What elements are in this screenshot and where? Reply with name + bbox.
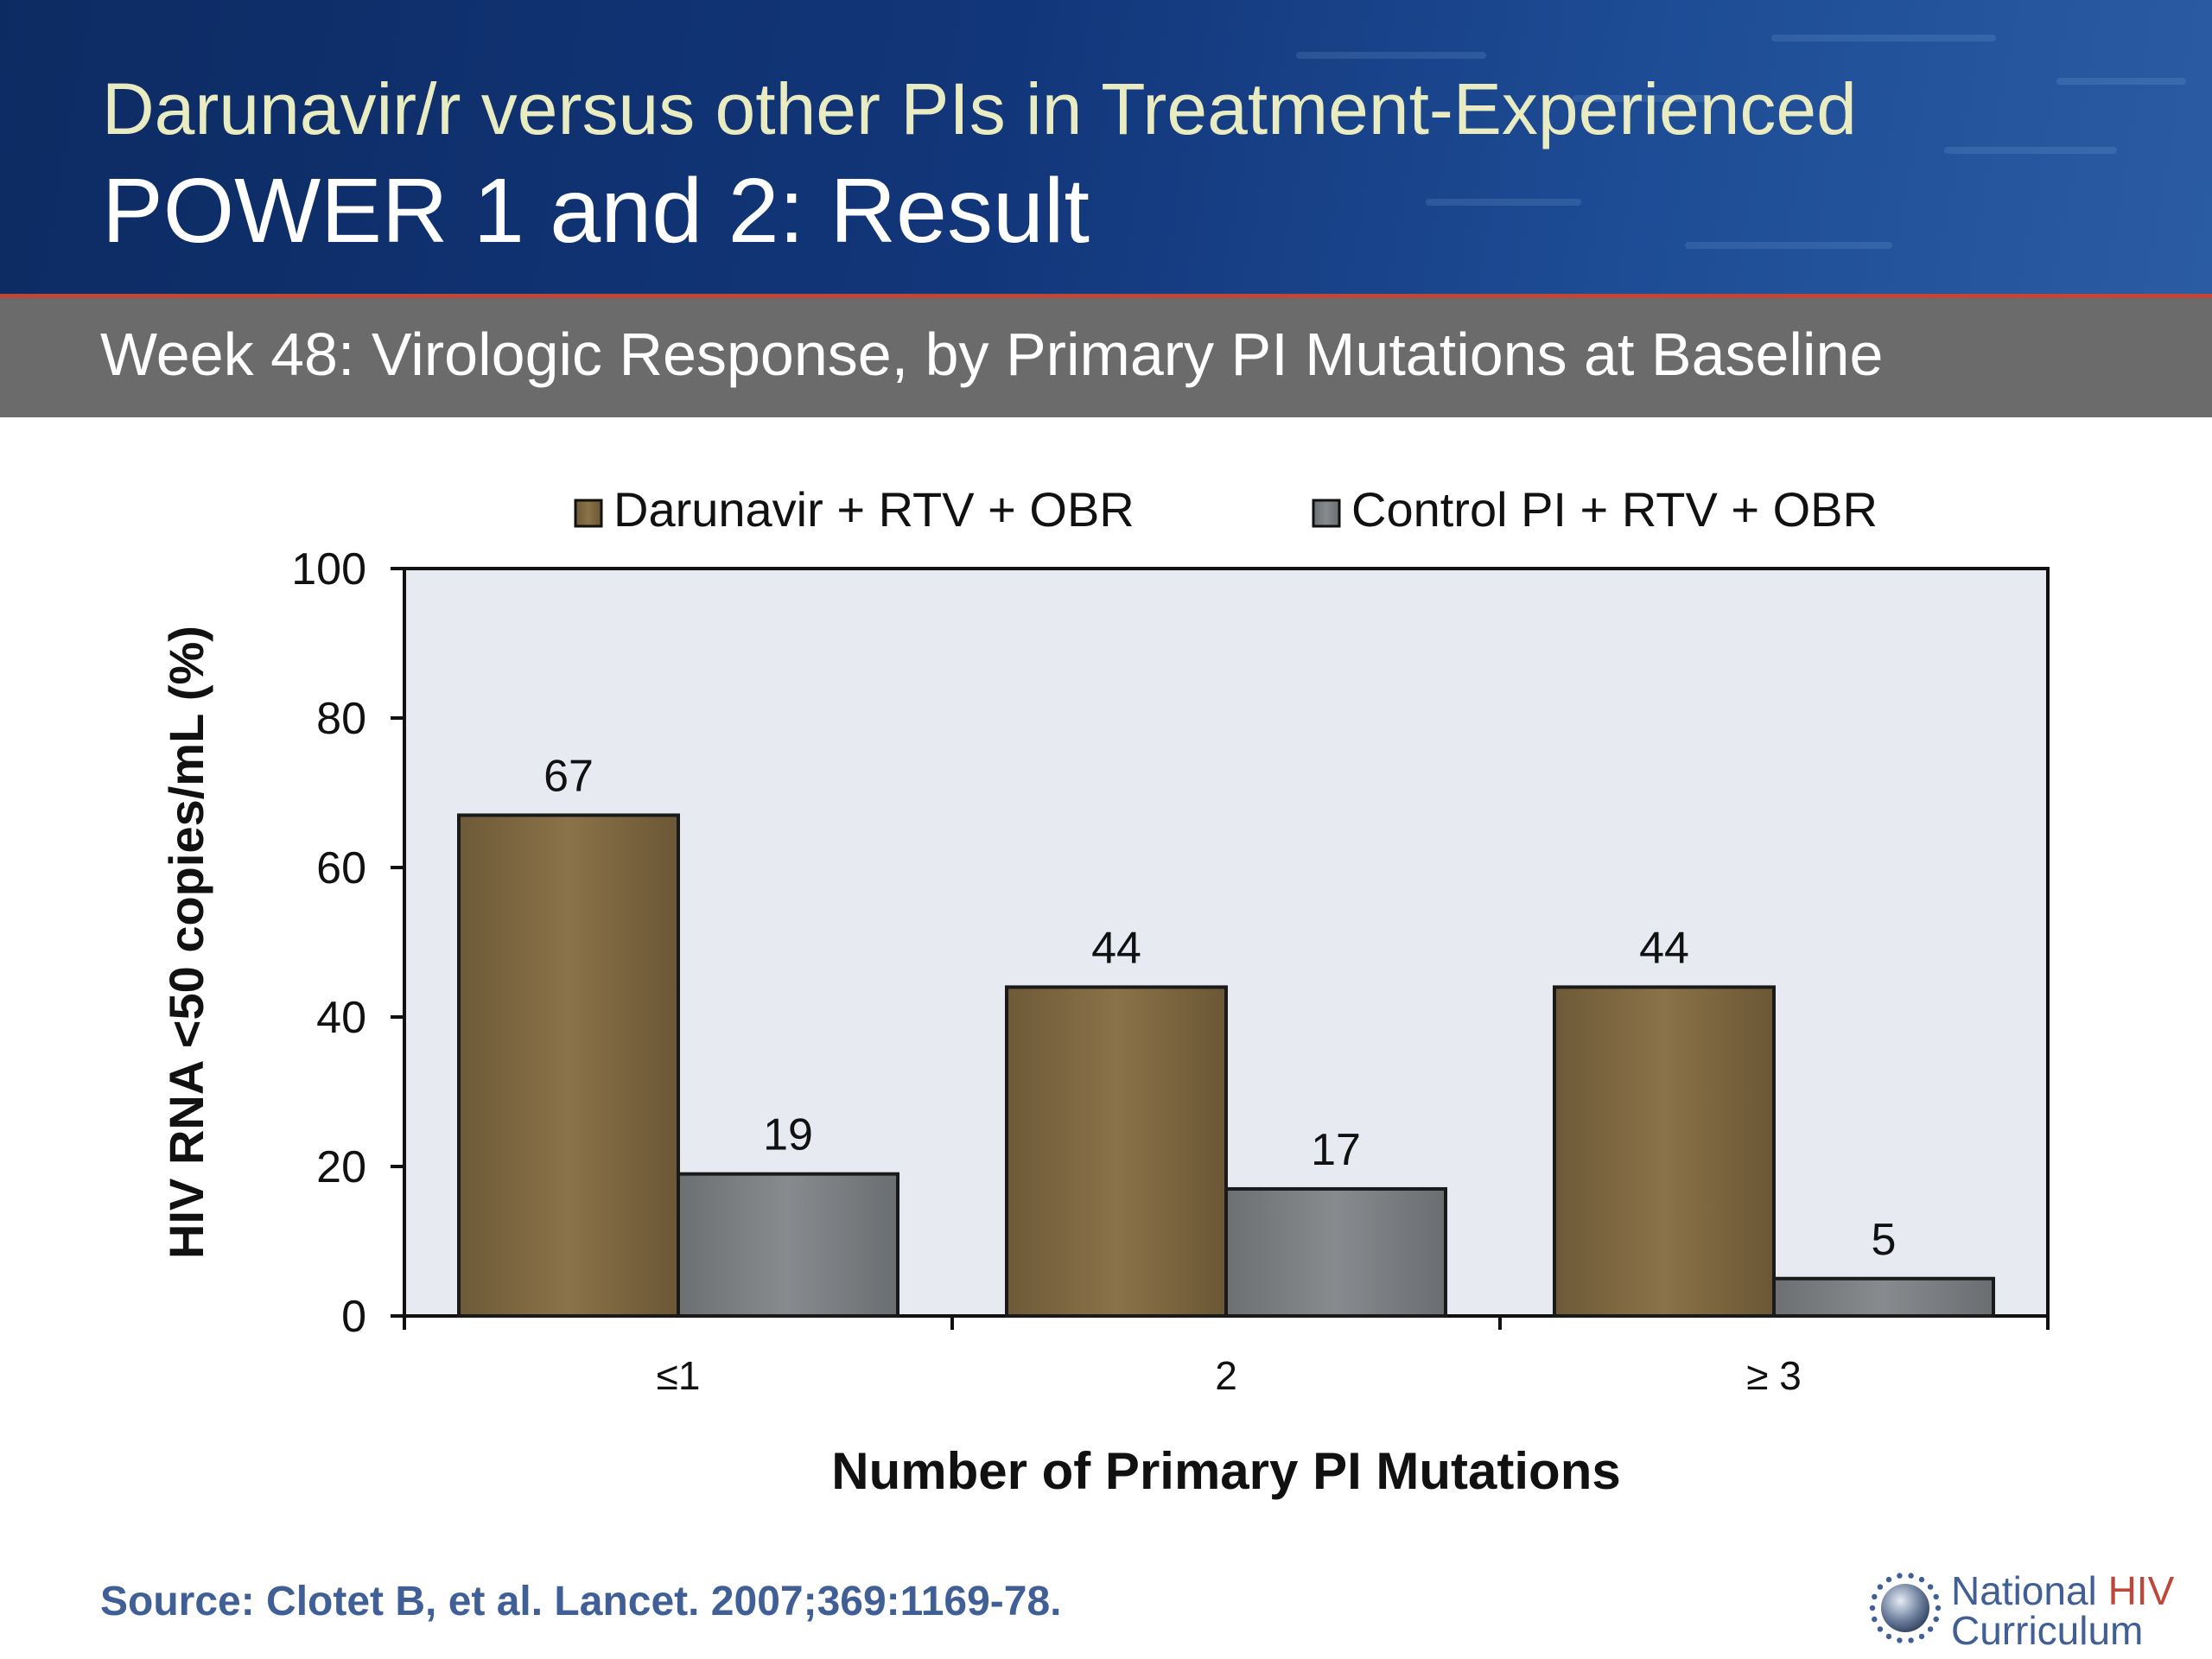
data-label: 5 <box>1872 1215 1897 1265</box>
source-citation: Source: Clotet B, et al. Lancet. 2007;36… <box>100 1579 1062 1624</box>
y-tick-label: 20 <box>316 1142 366 1192</box>
legend-label: Control PI + RTV + OBR <box>1351 482 1878 537</box>
logo: National HIV Curriculum <box>1866 1566 2212 1653</box>
globe-dot <box>1877 1584 1884 1590</box>
globe-dot <box>1927 1626 1934 1632</box>
globe-dot <box>1869 1605 1876 1611</box>
y-tick-label: 0 <box>341 1292 366 1342</box>
globe-dot <box>1897 1573 1903 1579</box>
y-tick-label: 80 <box>316 694 366 744</box>
logo-text-line2: Curriculum <box>1951 1608 2144 1653</box>
chart-bars <box>457 813 1995 1319</box>
globe-dot <box>1872 1593 1878 1600</box>
bar-chart: Darunavir + RTV + OBR Control PI + RTV + … <box>159 482 2050 1500</box>
y-tick-label: 40 <box>316 993 366 1043</box>
globe-dot <box>1908 1637 1914 1643</box>
globe-dot <box>1885 1576 1892 1583</box>
y-tick-label: 100 <box>291 544 366 594</box>
data-label: 44 <box>1639 923 1689 973</box>
data-label: 67 <box>543 751 594 801</box>
header-band <box>0 0 2212 294</box>
data-label: 19 <box>763 1110 813 1160</box>
globe-dot <box>1897 1637 1903 1643</box>
globe-dot <box>1908 1573 1914 1579</box>
logo-accent-text: HIV <box>2107 1568 2175 1613</box>
slide-title-line1: Darunavir/r versus other PIs in Treatmen… <box>102 68 1857 149</box>
y-axis-title: HIV RNA <50 copies/mL (%) <box>159 626 213 1259</box>
globe-dot <box>1918 1576 1925 1583</box>
slide-subtitle: Week 48: Virologic Response, by Primary … <box>100 321 1884 388</box>
bar-control <box>677 1172 899 1319</box>
legend-swatch <box>574 499 603 528</box>
globe-dot <box>1933 1593 1939 1600</box>
legend-swatch <box>1312 499 1341 528</box>
x-tick-label: 2 <box>1215 1353 1237 1398</box>
header-decoration <box>2056 78 2186 85</box>
header-decoration <box>1296 52 1486 59</box>
chart-axes: 0 20 40 60 80 100 <box>291 544 2050 1342</box>
header-decoration <box>1573 95 1711 102</box>
bar-darunavir <box>1005 985 1228 1319</box>
legend-label: Darunavir + RTV + OBR <box>613 482 1135 537</box>
globe-dot <box>1885 1633 1892 1640</box>
data-label: 17 <box>1311 1125 1361 1175</box>
x-axis-title: Number of Primary PI Mutations <box>831 1442 1620 1500</box>
data-label: 44 <box>1091 923 1141 973</box>
globe-icon <box>1869 1573 1942 1643</box>
globe-dot <box>1933 1616 1939 1623</box>
y-tick-label: 60 <box>316 843 366 893</box>
bar-darunavir <box>457 813 680 1318</box>
chart-labels: 67 19 ≤1 44 17 2 44 5 ≥ 3 <box>543 751 1896 1398</box>
bar-control <box>1224 1186 1447 1319</box>
globe-dot <box>1918 1633 1925 1640</box>
globe-dot <box>1935 1605 1942 1611</box>
logo-text-line1: National HIV <box>1951 1568 2175 1613</box>
slide-title-line2: POWER 1 and 2: Result <box>102 160 1090 262</box>
header-decoration <box>1685 242 1892 249</box>
header-decoration <box>1944 147 2117 154</box>
globe-dot <box>1872 1616 1878 1623</box>
x-tick-label: ≤1 <box>657 1353 701 1398</box>
globe-dot <box>1927 1584 1934 1590</box>
globe-dot <box>1877 1626 1884 1632</box>
bar-control <box>1772 1276 1995 1318</box>
subtitle-band <box>0 298 2212 417</box>
x-tick-label: ≥ 3 <box>1746 1353 1802 1398</box>
header-divider <box>0 294 2212 298</box>
header-decoration <box>1771 35 1996 41</box>
chart-legend: Darunavir + RTV + OBR Control PI + RTV + … <box>574 482 1878 537</box>
header-decoration <box>1426 199 1581 206</box>
bar-darunavir <box>1553 985 1776 1319</box>
